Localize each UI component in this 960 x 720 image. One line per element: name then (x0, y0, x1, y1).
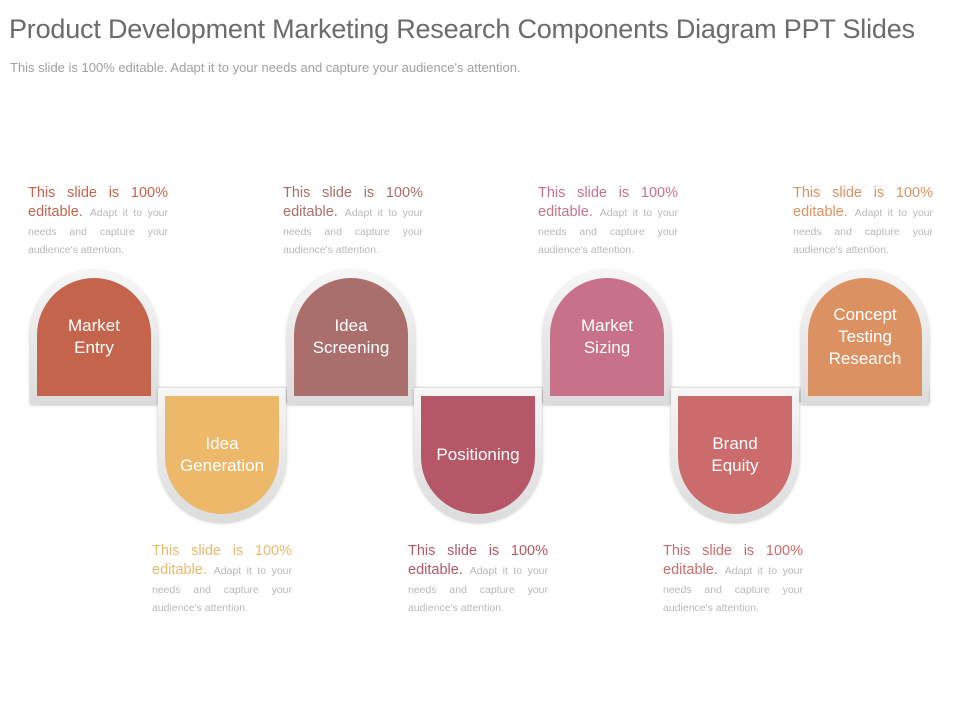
step-6-description-lead: This slide is 100% editable. (663, 543, 803, 578)
step-5-label: Market Sizing (581, 316, 633, 357)
step-7-shape: Concept Testing Research (808, 278, 922, 396)
step-7-description-body: Adapt it to your needs and capture your … (793, 207, 933, 256)
step-6-description-body: Adapt it to your needs and capture your … (663, 565, 803, 614)
step-5-description-lead: This slide is 100% editable. (538, 185, 678, 220)
step-7-capsule: Concept Testing Research (801, 270, 929, 404)
step-5-capsule: Market Sizing (543, 270, 671, 404)
step-5-shape: Market Sizing (550, 278, 664, 396)
step-5-description: This slide is 100% editable. Adapt it to… (538, 184, 678, 258)
step-4-capsule: Positioning (414, 388, 542, 522)
step-4-description-body: Adapt it to your needs and capture your … (408, 565, 548, 614)
page-subtitle: This slide is 100% editable. Adapt it to… (10, 60, 521, 75)
step-2-description: This slide is 100% editable. Adapt it to… (152, 542, 292, 616)
step-1-description-body: Adapt it to your needs and capture your … (28, 207, 168, 256)
step-3-shape: Idea Screening (294, 278, 408, 396)
step-3-description-body: Adapt it to your needs and capture your … (283, 207, 423, 256)
step-5-description-body: Adapt it to your needs and capture your … (538, 207, 678, 256)
step-7-label: Concept Testing Research (828, 305, 902, 368)
step-4-description-lead: This slide is 100% editable. (408, 543, 548, 578)
step-1-capsule: Market Entry (30, 270, 158, 404)
step-2-description-body: Adapt it to your needs and capture your … (152, 565, 292, 614)
page-title: Product Development Marketing Research C… (9, 14, 915, 44)
step-1-label: Market Entry (68, 316, 120, 357)
step-3-label: Idea Screening (312, 316, 390, 357)
step-2-shape: Idea Generation (165, 396, 279, 514)
step-2-label: Idea Generation (179, 434, 265, 475)
step-3-description: This slide is 100% editable. Adapt it to… (283, 184, 423, 258)
step-1-shape: Market Entry (37, 278, 151, 396)
step-2-description-lead: This slide is 100% editable. (152, 543, 292, 578)
step-4-shape: Positioning (421, 396, 535, 514)
step-2-capsule: Idea Generation (158, 388, 286, 522)
step-7-description-lead: This slide is 100% editable. (793, 185, 933, 220)
step-3-description-lead: This slide is 100% editable. (283, 185, 423, 220)
step-6-description: This slide is 100% editable. Adapt it to… (663, 542, 803, 616)
step-1-description: This slide is 100% editable. Adapt it to… (28, 184, 168, 258)
step-6-label: Brand Equity (711, 434, 759, 475)
step-7-description: This slide is 100% editable. Adapt it to… (793, 184, 933, 258)
step-1-description-lead: This slide is 100% editable. (28, 185, 168, 220)
step-6-capsule: Brand Equity (671, 388, 799, 522)
step-3-capsule: Idea Screening (287, 270, 415, 404)
step-6-shape: Brand Equity (678, 396, 792, 514)
step-4-label: Positioning (436, 445, 520, 464)
step-4-description: This slide is 100% editable. Adapt it to… (408, 542, 548, 616)
